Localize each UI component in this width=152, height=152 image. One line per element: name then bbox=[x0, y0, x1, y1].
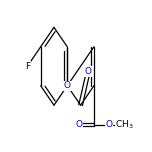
Text: O: O bbox=[106, 120, 113, 129]
Text: F: F bbox=[25, 62, 30, 71]
Text: F: F bbox=[25, 62, 30, 71]
Text: O: O bbox=[85, 67, 92, 76]
Text: O: O bbox=[64, 81, 71, 90]
Text: CH$_3$: CH$_3$ bbox=[115, 118, 134, 131]
Text: O: O bbox=[75, 120, 82, 129]
